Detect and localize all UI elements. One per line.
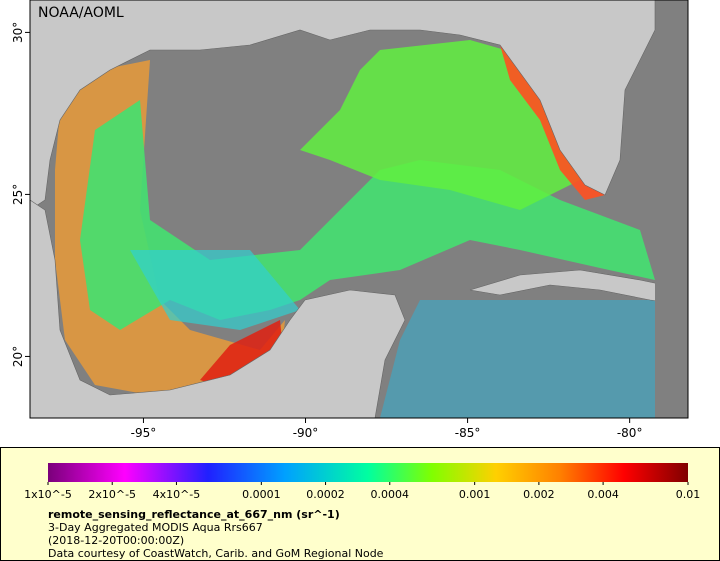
colorbar-tick-label: 0.0002: [306, 488, 345, 501]
data-cyan: [130, 250, 300, 330]
colorbar-tick-label: 0.002: [523, 488, 555, 501]
colorbar-tick-label: 0.001: [459, 488, 491, 501]
colorbar-tick-label: 0.0004: [371, 488, 410, 501]
colorbar-tick-label: 0.01: [676, 488, 701, 501]
colorbar-tick-label: 1x10^-5: [24, 488, 72, 501]
lat-tick-label: 20°: [11, 346, 25, 367]
colorbar-tick-label: 0.0001: [242, 488, 281, 501]
legend-variable: remote_sensing_reflectance_at_667_nm (sr…: [48, 508, 340, 521]
colorbar-tick-label: 0.004: [587, 488, 619, 501]
colorbar-tick-label: 2x10^-5: [88, 488, 136, 501]
legend-time: (2018-12-20T00:00:00Z): [48, 534, 184, 547]
map-label: NOAA/AOML: [38, 5, 124, 21]
lat-tick-label: 25°: [11, 184, 25, 205]
lon-tick-label: -80°: [617, 426, 643, 440]
map-frame: [29, 0, 689, 419]
lon-tick-label: -90°: [293, 426, 319, 440]
lon-tick-label: -95°: [131, 426, 157, 440]
lat-tick-label: 30°: [11, 22, 25, 43]
label-box: [33, 2, 123, 22]
colorbar: [48, 463, 688, 482]
no-data-strip: [655, 30, 688, 418]
lon-tick-label: -85°: [455, 426, 481, 440]
data-caribbean: [380, 300, 655, 418]
land-cuba: [469, 269, 688, 306]
data-green-east: [300, 40, 580, 210]
land-mexico: [30, 199, 406, 418]
legend-description: 3-Day Aggregated MODIS Aqua Rrs667: [48, 521, 263, 534]
legend-credit: Data courtesy of CoastWatch, Carib. and …: [48, 547, 384, 560]
colorbar-tick-label: 4x10^-5: [153, 488, 201, 501]
map: NOAA/AOML: [30, 0, 688, 418]
